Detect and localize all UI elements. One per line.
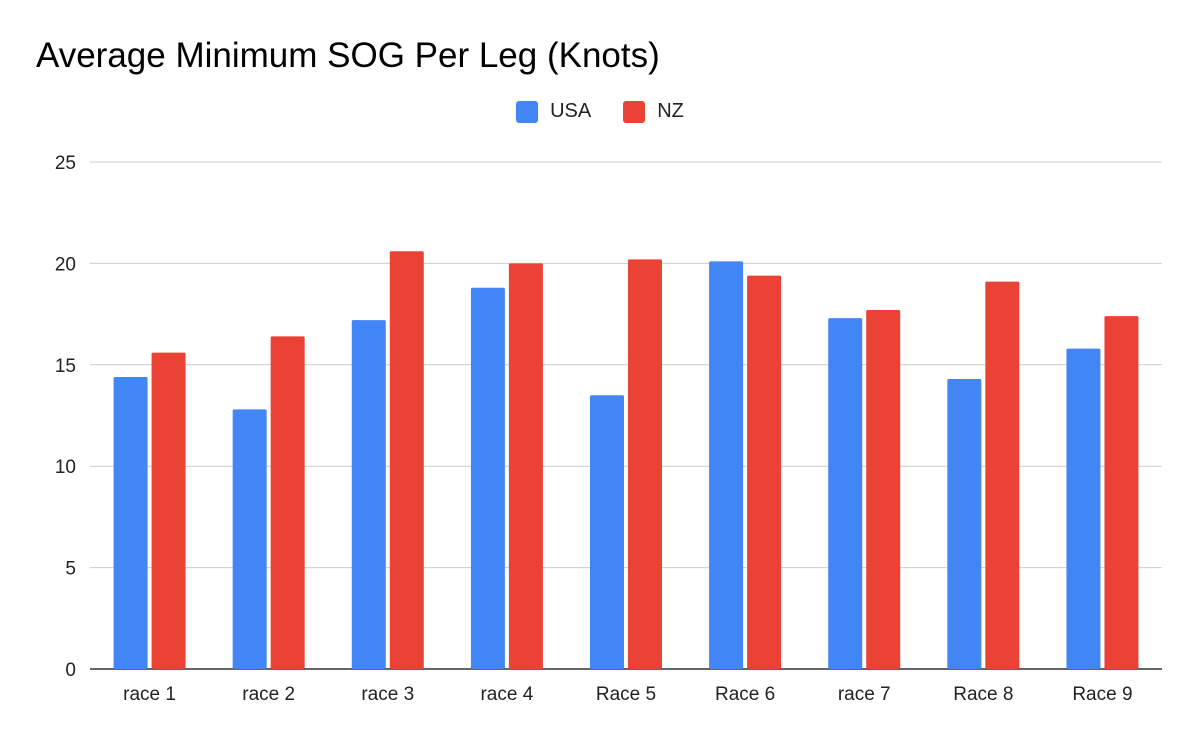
bar-usa-4 [470,287,505,669]
y-tick-label-20: 20 [55,254,76,275]
bar-nz-9 [1104,316,1139,669]
bar-nz-5 [628,259,662,669]
x-tick-label-1: race 1 [123,684,176,705]
bar-usa-9 [1066,348,1101,669]
bar-nz-2 [270,336,305,669]
legend-swatch-usa [516,100,539,123]
legend-item-usa: USA [516,100,591,123]
x-tick-label-8: Race 8 [953,684,1013,705]
legend-item-nz: NZ [623,100,684,123]
x-tick-label-2: race 2 [242,684,295,705]
bar-nz-1 [151,352,186,669]
y-tick-label-5: 5 [65,559,76,580]
y-tick-label-25: 25 [55,153,76,174]
chart-title: Average Minimum SOG Per Leg (Knots) [36,36,660,75]
bar-usa-2 [232,409,267,669]
legend-label-usa: USA [550,100,592,122]
x-tick-label-6: Race 6 [715,684,775,705]
y-tick-label-10: 10 [55,457,76,478]
bar-nz-6 [747,275,782,669]
bar-nz-7 [866,310,901,669]
x-tick-label-4: race 4 [480,684,533,705]
x-tick-label-5: Race 5 [596,684,656,705]
x-tick-label-3: race 3 [361,684,414,705]
y-tick-label-0: 0 [65,660,76,681]
bar-nz-4 [508,263,543,669]
legend-swatch-nz [623,100,646,123]
bar-usa-6 [709,261,744,669]
bar-usa-7 [828,318,863,669]
chart-legend: USA NZ [0,100,1200,123]
bar-usa-1 [113,376,148,669]
bar-usa-5 [590,395,624,669]
bar-usa-8 [947,378,982,669]
bar-nz-8 [985,281,1020,669]
y-tick-label-15: 15 [55,356,76,377]
x-tick-label-7: race 7 [838,684,891,705]
x-tick-label-9: Race 9 [1072,684,1132,705]
bar-nz-3 [389,251,424,669]
legend-label-nz: NZ [657,100,684,122]
bar-usa-3 [351,320,386,669]
